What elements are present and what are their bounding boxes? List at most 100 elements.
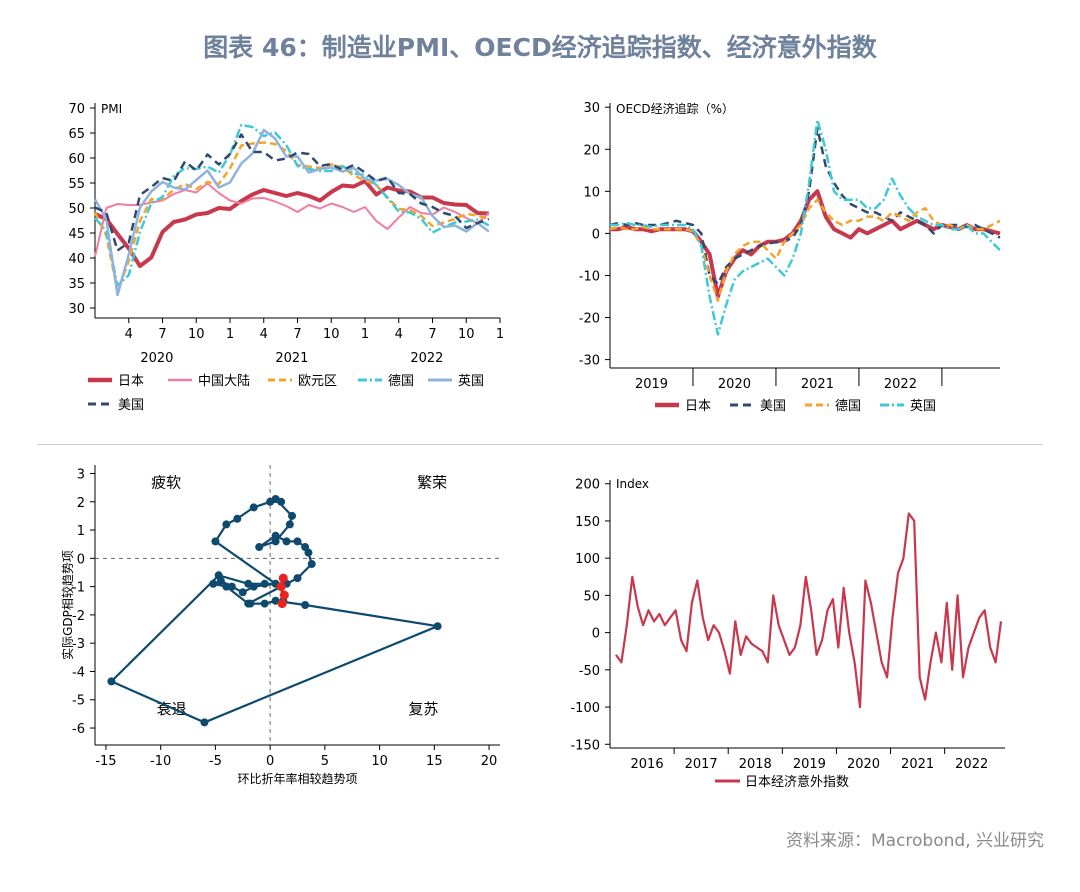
pmi-y-tick-label-5: 55	[68, 177, 85, 192]
trend-highlight-point-3	[277, 599, 287, 609]
pmi-x-tick-label-5: 7	[293, 327, 301, 342]
trend-point-30	[244, 579, 253, 588]
oecd-series-line-2	[609, 198, 1001, 302]
trend-point-4	[209, 579, 218, 588]
trend-point-35	[301, 601, 310, 609]
pmi-y-tick-label-1: 35	[68, 277, 85, 292]
trend-point-13	[249, 503, 258, 512]
pmi-series-line-1	[94, 182, 490, 257]
pmi-x-tick-label-7: 1	[361, 327, 369, 342]
pmi-y-tick-label-0: 30	[68, 302, 85, 317]
oecd-y-tick-label-3: 0	[592, 227, 600, 242]
trend-x-tick-label-7: 20	[481, 754, 498, 769]
trend-point-20	[255, 543, 264, 552]
figure-title: 图表 46：制造业PMI、OECD经济追踪指数、经济意外指数	[203, 33, 877, 62]
oecd-chart: -30 -20 -10 0 10 20 30 2019 2020 2021 2022 OECD经济追踪…	[579, 101, 1001, 414]
trend-y-tick-label-6: 0	[77, 552, 85, 567]
trend-x-tick-label-5: 10	[371, 754, 388, 769]
trend-point-12	[233, 514, 242, 523]
pmi-y-tick-label-3: 45	[68, 227, 85, 242]
oecd-year-label-3: 2022	[884, 377, 917, 392]
oecd-y-tick-label-4: 10	[583, 185, 600, 200]
trend-quadrant-label-0: 疲软	[151, 474, 181, 492]
trend-point-29	[260, 579, 269, 588]
trend-point-33	[200, 718, 209, 727]
surprise-year-label-3: 2019	[793, 757, 826, 772]
trend-quadrant-label-3: 复苏	[408, 700, 438, 718]
surprise-year-label-2: 2018	[739, 757, 772, 772]
pmi-y-tick-label-2: 40	[68, 252, 85, 267]
gdp-trend-chart-panel: -6 -5 -4 -3 -2 -1 0 1 2 3 -15 -10 -5 0 5 10 15 20 环比折年率相较趋…	[40, 455, 530, 800]
trend-y-tick-label-7: 1	[77, 524, 85, 539]
surprise-y-tick-label-4: 50	[583, 589, 600, 604]
trend-point-38	[246, 599, 255, 608]
pmi-legend-label-1: 中国大陆	[198, 373, 250, 389]
oecd-year-label-2: 2021	[801, 377, 834, 392]
trend-y-axis-label: 实际GDP相较趋势项	[60, 550, 75, 660]
pmi-x-tick-label-9: 7	[428, 327, 436, 342]
surprise-y-tick-label-5: 100	[575, 552, 600, 567]
trend-point-27	[293, 574, 302, 583]
trend-point-16	[271, 494, 280, 503]
trend-point-36	[271, 596, 280, 605]
oecd-chart-panel: -30 -20 -10 0 10 20 30 2019 2020 2021 2022 OECD经济追踪…	[555, 88, 1035, 428]
surprise-year-label-0: 2016	[631, 757, 664, 772]
trend-y-tick-label-4: -2	[72, 609, 85, 624]
trend-y-tick-label-9: 3	[77, 467, 85, 482]
trend-highlight-point-1	[276, 582, 286, 592]
oecd-y-tick-label-5: 20	[583, 143, 600, 158]
pmi-legend-label-3: 德国	[388, 374, 414, 389]
surprise-y-tick-label-1: -100	[570, 701, 600, 716]
surprise-y-tick-label-7: 200	[575, 478, 600, 493]
surprise-y-tick-label-3: 0	[592, 627, 600, 642]
oecd-y-tick-label-1: -20	[579, 312, 600, 327]
oecd-series-line-1	[609, 126, 1001, 286]
trend-quadrant-label-1: 繁荣	[417, 474, 447, 492]
trend-point-25	[304, 548, 313, 557]
surprise-year-label-6: 2022	[955, 757, 988, 772]
pmi-x-tick-label-2: 10	[188, 327, 205, 342]
pmi-series-line-0	[94, 179, 489, 268]
trend-highlight-point-0	[278, 573, 288, 583]
surprise-y-tick-label-0: -150	[570, 738, 600, 753]
pmi-chart-title: PMI	[101, 102, 122, 116]
pmi-year-label-0: 2020	[140, 351, 173, 366]
trend-point-34	[433, 622, 442, 631]
surprise-series-line	[615, 512, 1003, 709]
pmi-year-label-2: 2022	[410, 351, 443, 366]
trend-point-26	[307, 559, 316, 568]
trend-point-10	[211, 537, 220, 546]
oecd-legend-label-1: 美国	[760, 399, 786, 414]
surprise-chart-panel: -150 -100 -50 0 50 100 150 200 2016 2017 2018 2019 2…	[555, 468, 1035, 798]
surprise-chart: -150 -100 -50 0 50 100 150 200 2016 2017 2018 2019 2…	[570, 477, 1005, 790]
trend-point-22	[282, 537, 291, 546]
trend-point-17	[288, 511, 297, 520]
surprise-year-label-1: 2017	[685, 757, 718, 772]
trend-x-tick-label-3: 0	[266, 754, 274, 769]
pmi-chart-panel: 30 35 40 45 50 55 60 65 70 4 7 10 1 4 7 10 1 4 7 10 1 2020 202…	[40, 88, 530, 428]
trend-point-32	[107, 677, 116, 686]
oecd-y-tick-label-0: -30	[579, 354, 600, 369]
surprise-y-tick-label-2: -50	[579, 664, 600, 679]
trend-x-tick-label-4: 5	[321, 754, 329, 769]
trend-point-37	[260, 599, 269, 608]
oecd-legend-label-3: 英国	[910, 399, 936, 414]
pmi-legend-label-4: 英国	[458, 374, 484, 389]
pmi-y-tick-label-7: 65	[68, 127, 85, 142]
surprise-y-tick-label-6: 150	[575, 515, 600, 530]
pmi-series-line-5	[94, 133, 490, 252]
trend-x-tick-label-2: -5	[209, 754, 222, 769]
trend-point-3	[222, 582, 231, 591]
oecd-y-tick-label-6: 30	[583, 101, 600, 116]
pmi-y-tick-label-4: 50	[68, 202, 85, 217]
trend-point-18	[285, 520, 294, 529]
pmi-x-tick-label-3: 1	[226, 327, 234, 342]
trend-y-tick-label-8: 2	[77, 496, 85, 511]
trend-point-6	[227, 582, 236, 591]
surprise-chart-title: Index	[616, 477, 649, 491]
surprise-year-label-5: 2021	[901, 757, 934, 772]
pmi-chart: 30 35 40 45 50 55 60 65 70 4 7 10 1 4 7 10 1 4 7 10 1 2020 202…	[68, 102, 504, 413]
trend-x-tick-label-6: 15	[426, 754, 443, 769]
oecd-y-tick-label-2: -10	[579, 269, 600, 284]
pmi-x-tick-label-10: 10	[458, 327, 475, 342]
